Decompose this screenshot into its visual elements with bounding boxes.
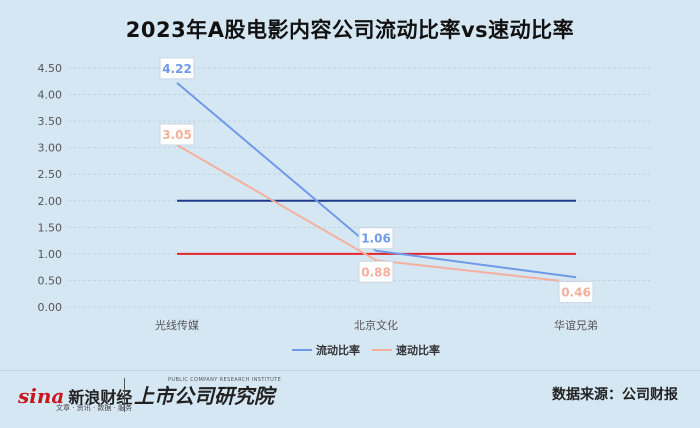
data-label-box (159, 123, 195, 146)
x-tick-label: 光线传媒 (155, 318, 199, 332)
institute-english-name: PUBLIC COMPANY RESEARCH INSTITUTE (168, 377, 282, 383)
data-label-box (358, 227, 394, 250)
y-tick-label: 4.50 (38, 62, 63, 75)
y-axis: 0.00 0.50 1.00 1.50 2.00 2.50 3.00 3.50 4.00 4.50 (38, 62, 63, 314)
series-line (176, 144, 577, 284)
x-tick-label: 华谊兄弟 (554, 318, 598, 332)
institute-logo: 上市公司研究院 (134, 384, 274, 408)
series-line (176, 82, 577, 279)
y-tick-label: 3.00 (38, 142, 63, 155)
data-label: 0.46 (558, 281, 594, 304)
data-label: 4.22 (159, 57, 195, 80)
y-tick-label: 2.00 (38, 195, 63, 208)
chart-title: 2023年A股电影内容公司流动比率vs速动比率 (125, 18, 575, 42)
data-label-box (358, 260, 394, 283)
footer-divider (0, 370, 700, 371)
data-label-text: 1.06 (361, 232, 391, 246)
data-label: 3.05 (159, 123, 195, 146)
y-tick-label: 1.50 (38, 221, 63, 234)
data-label: 1.06 (358, 227, 394, 250)
data-label-text: 3.05 (162, 128, 192, 142)
data-labels: 4.221.060.563.050.880.46 (159, 57, 594, 304)
y-tick-label: 2.50 (38, 168, 63, 181)
y-tick-label: 1.00 (38, 248, 63, 261)
sina-logo-tagline: 文章 · 资讯 · 数据 · 服务 (56, 404, 133, 412)
x-tick-label: 北京文化 (354, 318, 398, 332)
legend-item: 速动比率 (396, 343, 440, 357)
data-label-box (558, 281, 594, 304)
sina-logo-mark: sina (18, 384, 65, 408)
y-tick-label: 0.50 (38, 274, 63, 287)
legend-item: 流动比率 (316, 343, 360, 357)
data-label-text: 0.46 (561, 286, 591, 300)
data-label-text: 0.88 (361, 265, 391, 279)
logo-divider (124, 378, 125, 412)
sina-logo-name: 新浪财经 (68, 388, 133, 407)
y-tick-label: 4.00 (38, 89, 63, 102)
reference-lines (177, 199, 576, 255)
x-axis: 光线传媒 北京文化 华谊兄弟 (155, 318, 598, 332)
data-label-text: 4.22 (162, 62, 192, 76)
y-tick-label: 0.00 (38, 301, 63, 314)
data-label-box (159, 57, 195, 80)
data-source: 数据来源：公司财报 (552, 387, 678, 403)
data-label: 0.88 (358, 260, 394, 283)
series-lines (176, 82, 577, 284)
sina-finance-logo: sina 新浪财经 文章 · 资讯 · 数据 · 服务 (18, 376, 132, 416)
y-tick-label: 3.50 (38, 115, 63, 128)
legend: 流动比率 速动比率 (292, 343, 440, 357)
line-chart: 0.00 0.50 1.00 1.50 2.00 2.50 3.00 3.50 4.00 4.50… (38, 57, 650, 357)
